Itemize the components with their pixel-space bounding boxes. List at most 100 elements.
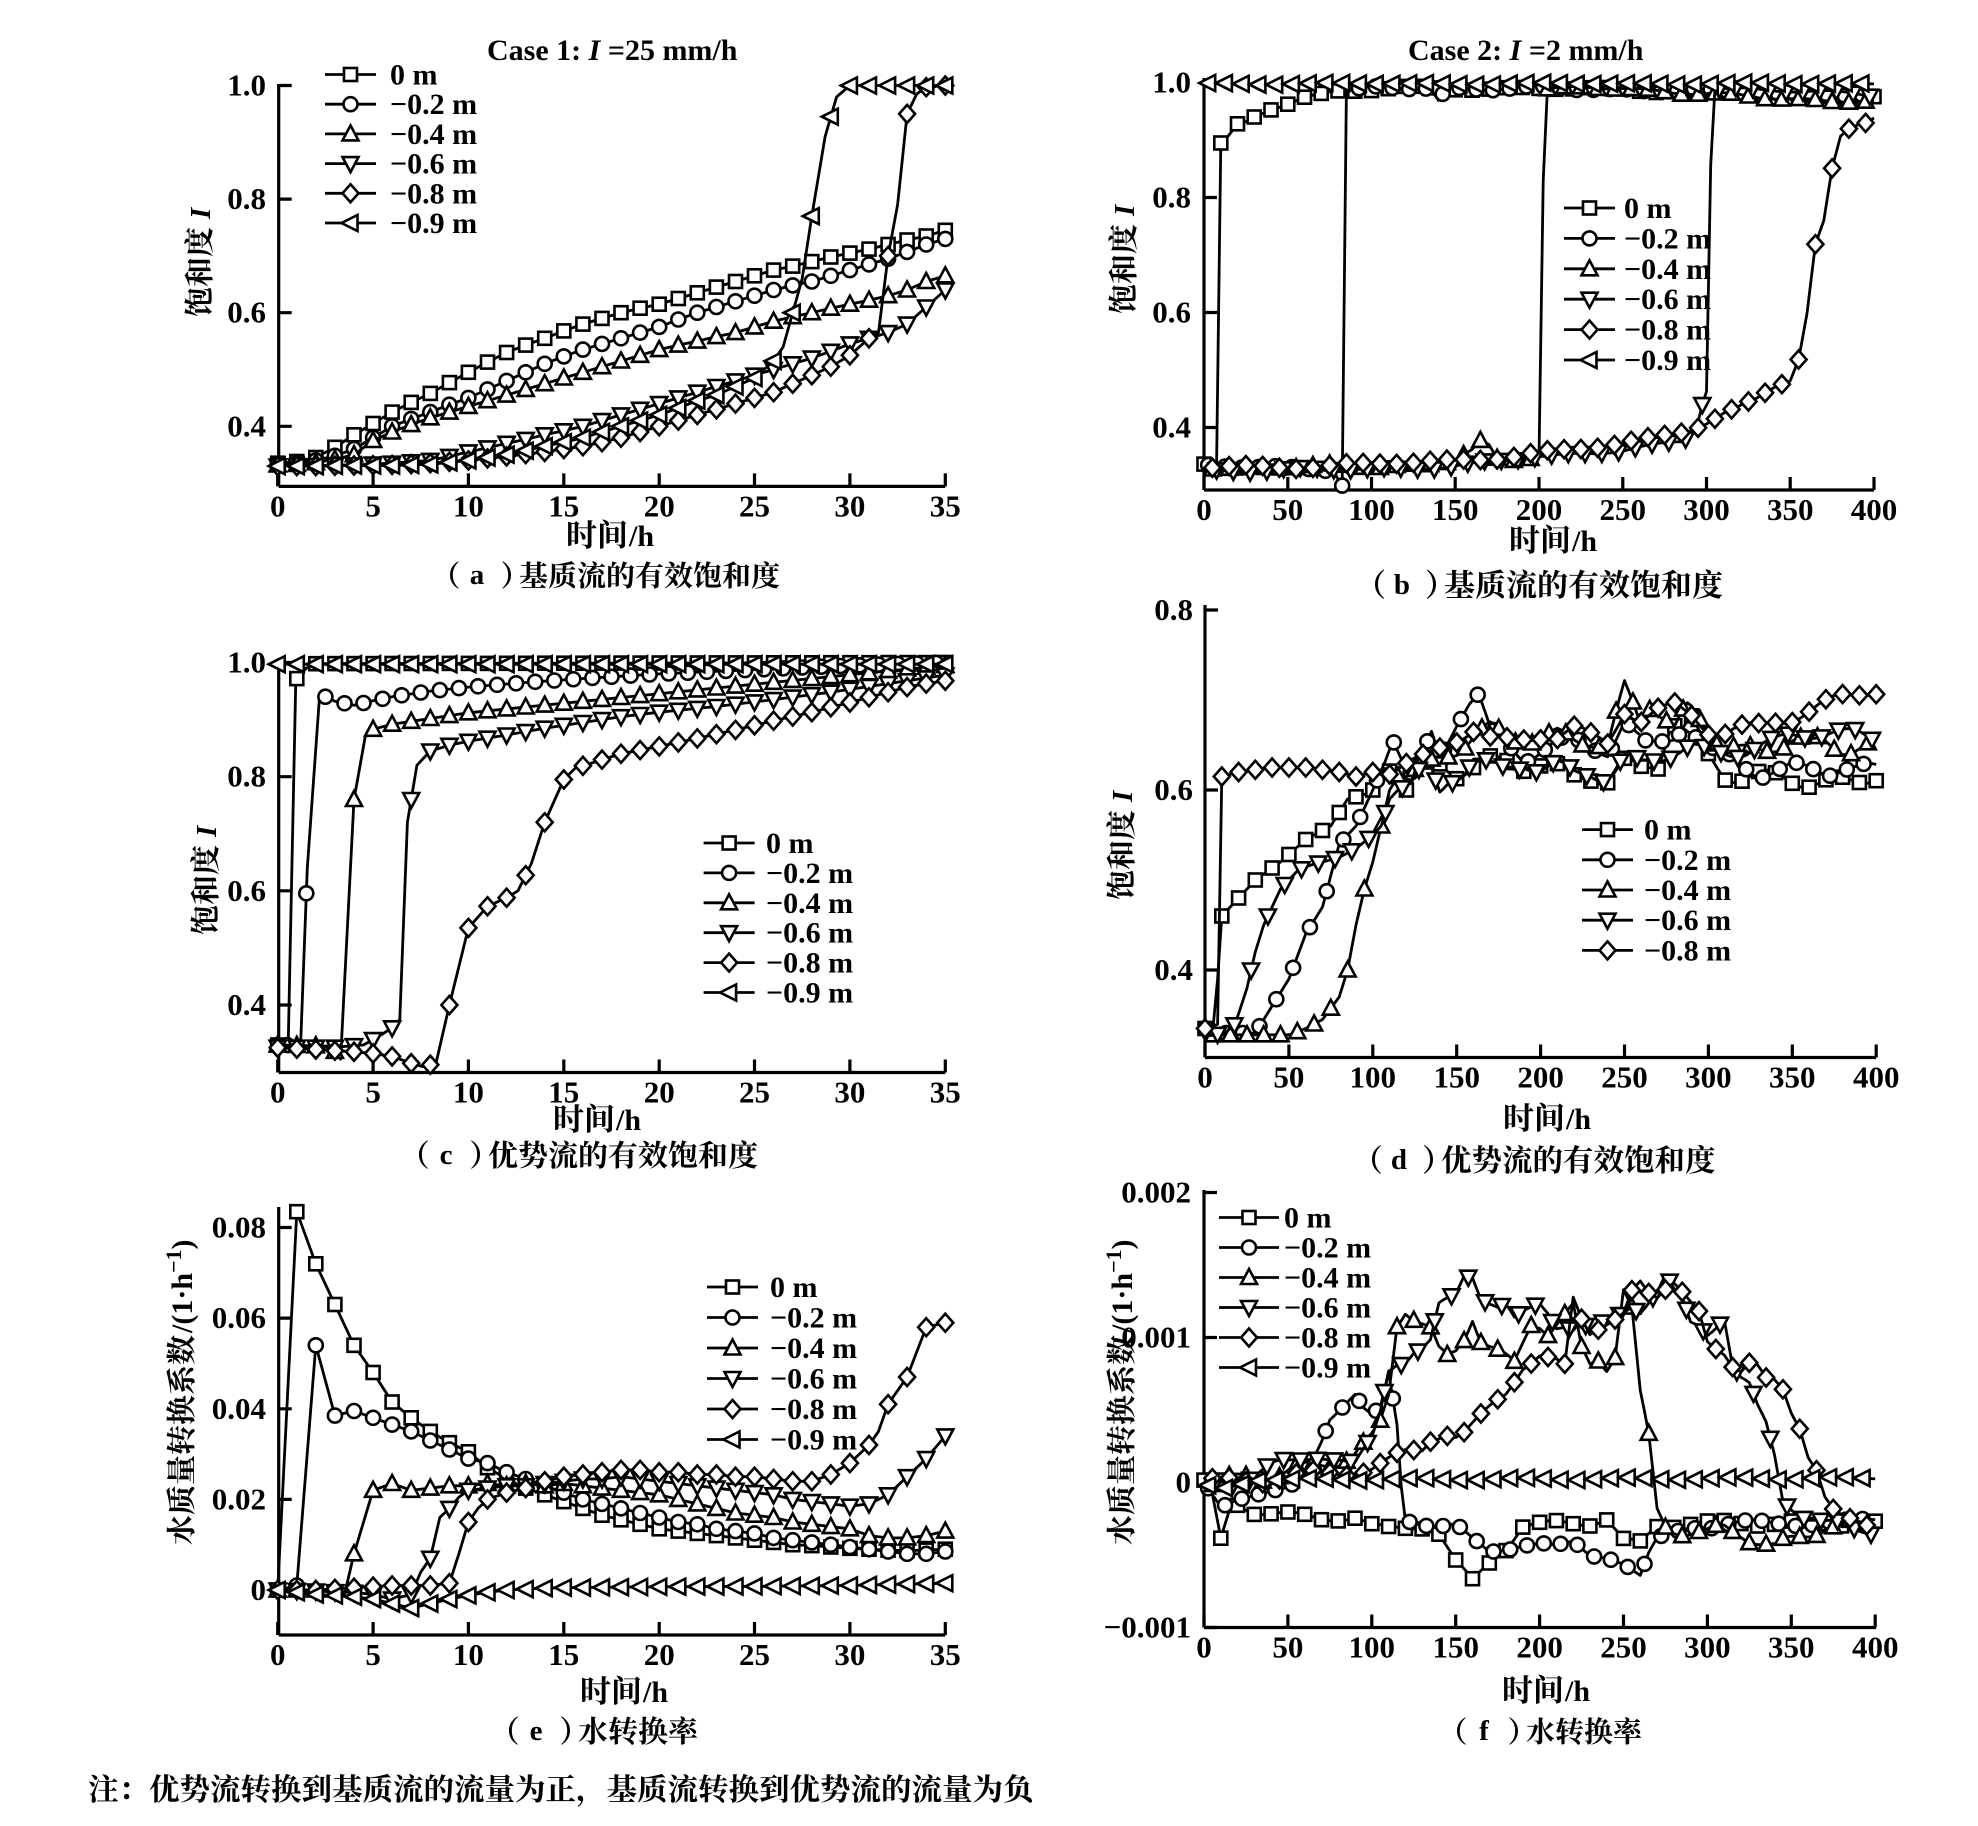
svg-text:0.6: 0.6 xyxy=(1154,772,1193,807)
svg-text:−0.4 m: −0.4 m xyxy=(1644,874,1731,907)
svg-text:0 m: 0 m xyxy=(770,1271,818,1304)
svg-text:/h: /h xyxy=(642,1676,668,1709)
svg-text:250: 250 xyxy=(1600,492,1647,527)
svg-text:0.8: 0.8 xyxy=(227,181,266,216)
svg-text:−0.4 m: −0.4 m xyxy=(390,118,477,151)
svg-text:−0.2 m: −0.2 m xyxy=(1624,222,1711,255)
svg-text:25: 25 xyxy=(739,489,770,524)
svg-text:25: 25 xyxy=(739,1637,770,1672)
svg-text:−0.6 m: −0.6 m xyxy=(1644,904,1731,937)
svg-text:100: 100 xyxy=(1350,1060,1397,1095)
svg-text:15: 15 xyxy=(548,489,579,524)
svg-text:35: 35 xyxy=(930,1637,961,1672)
svg-text:5: 5 xyxy=(365,489,381,524)
svg-text:0: 0 xyxy=(1197,1060,1213,1095)
svg-text:/h: /h xyxy=(628,520,654,553)
svg-text:25: 25 xyxy=(739,1075,770,1110)
svg-text:50: 50 xyxy=(1272,1630,1303,1665)
svg-text:250: 250 xyxy=(1601,1060,1648,1095)
svg-text:−0.6 m: −0.6 m xyxy=(1624,283,1711,316)
svg-text:−0.6 m: −0.6 m xyxy=(770,1363,857,1396)
svg-text:−0.4 m: −0.4 m xyxy=(1284,1262,1371,1295)
svg-text:20: 20 xyxy=(644,489,675,524)
svg-text:15: 15 xyxy=(548,1637,579,1672)
svg-text:400: 400 xyxy=(1851,492,1898,527)
svg-text:f: f xyxy=(1479,1715,1489,1747)
svg-text:−0.2 m: −0.2 m xyxy=(770,1302,857,1335)
svg-text:0: 0 xyxy=(1196,1630,1212,1665)
svg-text:200: 200 xyxy=(1517,1060,1564,1095)
svg-text:Case 2: I =2 mm/h: Case 2: I =2 mm/h xyxy=(1408,34,1644,67)
svg-text:0 m: 0 m xyxy=(766,827,814,860)
svg-text:/(1·h−1): /(1·h−1) xyxy=(161,1239,199,1334)
svg-text:−0.4 m: −0.4 m xyxy=(766,887,853,920)
svg-text:−0.9 m: −0.9 m xyxy=(390,207,477,240)
svg-text:/h: /h xyxy=(1565,1103,1591,1136)
svg-text:0.4: 0.4 xyxy=(227,408,266,443)
svg-text:0 m: 0 m xyxy=(390,59,438,92)
svg-text:−0.2 m: −0.2 m xyxy=(390,88,477,121)
svg-text:−0.2 m: −0.2 m xyxy=(766,857,853,890)
svg-text:1.0: 1.0 xyxy=(227,68,266,103)
svg-text:0.6: 0.6 xyxy=(1152,295,1191,330)
svg-text:1.0: 1.0 xyxy=(1152,65,1191,100)
svg-text:0.04: 0.04 xyxy=(212,1391,266,1426)
svg-text:15: 15 xyxy=(548,1075,579,1110)
svg-text:/h: /h xyxy=(615,1104,641,1137)
svg-text:0: 0 xyxy=(251,1572,267,1607)
svg-text:300: 300 xyxy=(1683,492,1730,527)
svg-text:Case 1: I =25 mm/h: Case 1: I =25 mm/h xyxy=(487,34,738,67)
svg-text:−0.2 m: −0.2 m xyxy=(1284,1232,1371,1265)
svg-text:−0.8 m: −0.8 m xyxy=(1644,934,1731,967)
svg-text:0.8: 0.8 xyxy=(1154,592,1193,627)
svg-text:−0.9 m: −0.9 m xyxy=(766,977,853,1010)
svg-text:0.06: 0.06 xyxy=(212,1300,266,1335)
svg-text:0 m: 0 m xyxy=(1284,1202,1332,1235)
svg-text:−0.8 m: −0.8 m xyxy=(390,177,477,210)
svg-text:−0.2 m: −0.2 m xyxy=(1644,844,1731,877)
svg-text:0.8: 0.8 xyxy=(1152,180,1191,215)
svg-text:400: 400 xyxy=(1852,1630,1899,1665)
svg-text:0: 0 xyxy=(270,489,286,524)
svg-text:10: 10 xyxy=(453,1075,484,1110)
svg-text:35: 35 xyxy=(930,489,961,524)
svg-text:−0.4 m: −0.4 m xyxy=(1624,253,1711,286)
svg-text:100: 100 xyxy=(1349,1630,1396,1665)
svg-text:−0.6 m: −0.6 m xyxy=(1284,1292,1371,1325)
svg-text:100: 100 xyxy=(1348,492,1395,527)
svg-text:20: 20 xyxy=(644,1637,675,1672)
svg-text:−0.6 m: −0.6 m xyxy=(766,917,853,950)
svg-text:−0.9 m: −0.9 m xyxy=(770,1424,857,1457)
svg-text:150: 150 xyxy=(1433,1060,1480,1095)
svg-text:c: c xyxy=(440,1139,453,1171)
svg-text:10: 10 xyxy=(453,1637,484,1672)
svg-text:0.4: 0.4 xyxy=(1152,410,1191,445)
svg-text:50: 50 xyxy=(1273,1060,1304,1095)
svg-text:/h: /h xyxy=(1571,525,1597,558)
svg-text:400: 400 xyxy=(1853,1060,1900,1095)
svg-text:−0.8 m: −0.8 m xyxy=(766,947,853,980)
svg-text:0: 0 xyxy=(270,1075,286,1110)
svg-text:0 m: 0 m xyxy=(1624,192,1672,225)
svg-text:250: 250 xyxy=(1600,1630,1647,1665)
svg-text:150: 150 xyxy=(1432,492,1479,527)
svg-text:−0.8 m: −0.8 m xyxy=(1284,1322,1371,1355)
svg-text:0 m: 0 m xyxy=(1644,814,1692,847)
svg-text:350: 350 xyxy=(1769,1060,1816,1095)
svg-text:−0.6 m: −0.6 m xyxy=(390,148,477,181)
svg-text:200: 200 xyxy=(1516,492,1563,527)
svg-text:5: 5 xyxy=(365,1637,381,1672)
svg-text:0: 0 xyxy=(1196,492,1212,527)
svg-text:−0.9 m: −0.9 m xyxy=(1624,344,1711,377)
svg-text:10: 10 xyxy=(453,489,484,524)
svg-text:20: 20 xyxy=(644,1075,675,1110)
svg-text:35: 35 xyxy=(930,1075,961,1110)
svg-text:−0.001: −0.001 xyxy=(1104,1610,1191,1645)
svg-text:−0.8 m: −0.8 m xyxy=(770,1393,857,1426)
svg-text:0.08: 0.08 xyxy=(212,1210,266,1245)
svg-text:a: a xyxy=(470,559,485,591)
svg-text:30: 30 xyxy=(834,1075,865,1110)
svg-text:0.6: 0.6 xyxy=(227,873,266,908)
svg-text:30: 30 xyxy=(834,1637,865,1672)
svg-text:1.0: 1.0 xyxy=(227,645,266,680)
